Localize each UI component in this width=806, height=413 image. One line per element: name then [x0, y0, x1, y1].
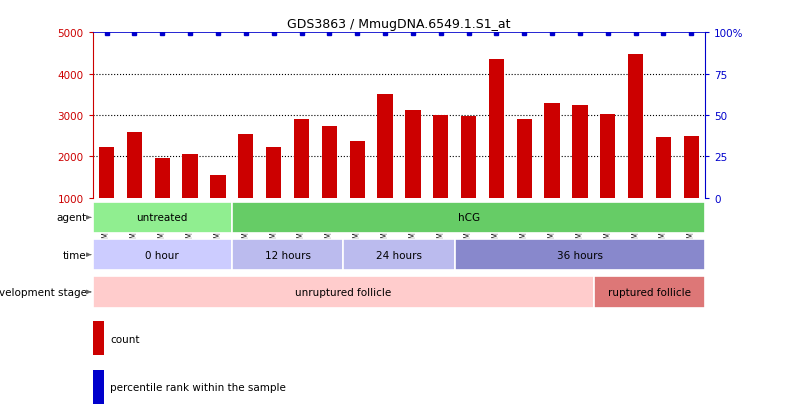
- Text: 0 hour: 0 hour: [145, 250, 179, 260]
- Text: 24 hours: 24 hours: [376, 250, 422, 260]
- Text: untreated: untreated: [136, 213, 188, 223]
- Bar: [93, 370, 104, 404]
- Bar: [127, 133, 142, 198]
- Bar: [600, 115, 616, 198]
- Bar: [377, 95, 393, 198]
- Bar: [294, 120, 310, 198]
- Bar: [683, 137, 699, 198]
- Bar: [93, 239, 232, 271]
- Bar: [99, 147, 114, 198]
- Bar: [628, 55, 643, 198]
- Bar: [572, 106, 588, 198]
- Text: ruptured follicle: ruptured follicle: [608, 287, 691, 297]
- Bar: [343, 239, 455, 271]
- Bar: [455, 239, 705, 271]
- Text: time: time: [63, 250, 86, 260]
- Bar: [322, 127, 337, 198]
- Bar: [656, 138, 671, 198]
- Bar: [232, 202, 705, 234]
- Text: 36 hours: 36 hours: [557, 250, 603, 260]
- Bar: [488, 59, 504, 198]
- Bar: [545, 104, 559, 198]
- Bar: [461, 117, 476, 198]
- Bar: [405, 110, 421, 198]
- Bar: [210, 175, 226, 198]
- Text: count: count: [110, 334, 139, 344]
- Text: unruptured follicle: unruptured follicle: [295, 287, 392, 297]
- Bar: [93, 322, 104, 356]
- Bar: [182, 155, 197, 198]
- Bar: [238, 135, 253, 198]
- Bar: [433, 115, 448, 198]
- Bar: [266, 148, 281, 198]
- Bar: [232, 239, 343, 271]
- Bar: [93, 276, 594, 308]
- Bar: [594, 276, 705, 308]
- Bar: [155, 158, 170, 198]
- Title: GDS3863 / MmugDNA.6549.1.S1_at: GDS3863 / MmugDNA.6549.1.S1_at: [287, 17, 511, 31]
- Text: agent: agent: [56, 213, 86, 223]
- Text: development stage: development stage: [0, 287, 86, 297]
- Text: percentile rank within the sample: percentile rank within the sample: [110, 382, 286, 392]
- Text: hCG: hCG: [458, 213, 480, 223]
- Text: 12 hours: 12 hours: [264, 250, 310, 260]
- Bar: [350, 142, 365, 198]
- Bar: [93, 202, 232, 234]
- Bar: [517, 119, 532, 198]
